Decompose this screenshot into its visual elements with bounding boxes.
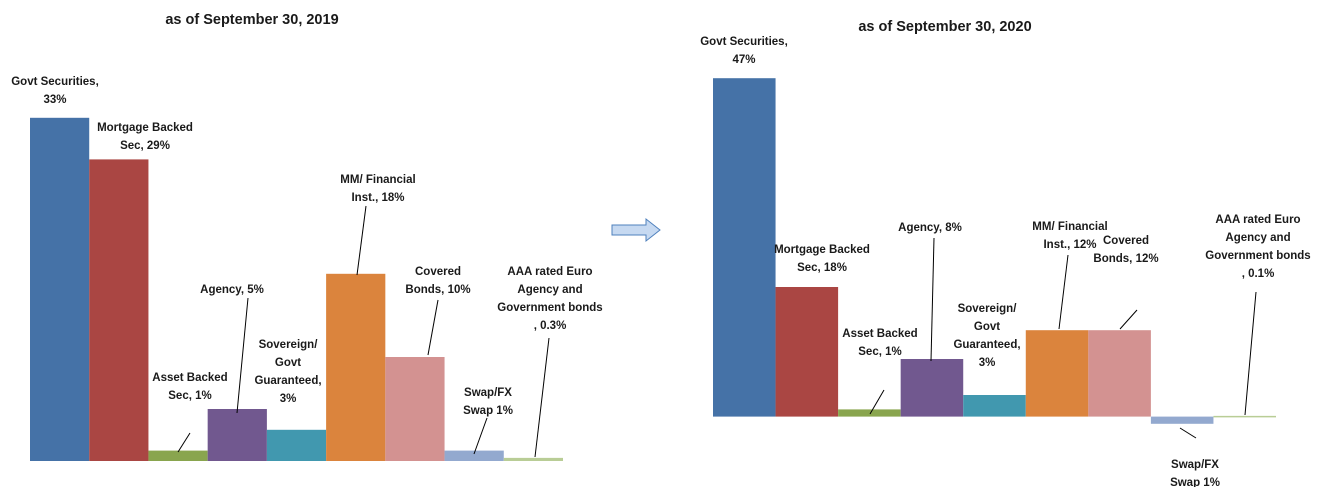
data-label: Bonds, 12% xyxy=(1093,253,1158,265)
leader-line xyxy=(869,389,885,415)
bar xyxy=(503,457,563,461)
data-label: 47% xyxy=(732,54,755,66)
leader-line xyxy=(930,237,935,362)
data-label: Mortgage Backed xyxy=(97,122,193,134)
chart-title: as of September 30, 2019 xyxy=(165,12,338,28)
bar xyxy=(775,287,839,417)
leader-line xyxy=(427,299,439,356)
data-label: Government bonds xyxy=(1205,250,1310,262)
data-label: Sovereign/ xyxy=(259,339,319,351)
data-label: Agency, 5% xyxy=(200,284,264,296)
data-label: Inst., 18% xyxy=(351,192,404,204)
data-label: Covered xyxy=(415,266,461,278)
bar xyxy=(963,395,1026,417)
leader-line xyxy=(177,432,191,453)
bar xyxy=(444,450,504,461)
data-label: MM/ Financial xyxy=(1032,221,1107,233)
bar xyxy=(326,273,386,461)
leader-line xyxy=(473,417,488,455)
data-label: Sec, 1% xyxy=(858,346,901,358)
data-label: 33% xyxy=(43,94,66,106)
data-label: Govt Securities, xyxy=(700,36,788,48)
bar xyxy=(266,429,327,461)
leader-line xyxy=(1244,291,1257,416)
bar xyxy=(838,409,901,417)
data-label: MM/ Financial xyxy=(340,174,415,186)
leader-line xyxy=(236,297,249,414)
leader-line xyxy=(356,205,367,276)
bar xyxy=(900,359,964,417)
data-label: Asset Backed xyxy=(152,372,227,384)
leader-line xyxy=(534,337,550,458)
data-label: Sec, 29% xyxy=(120,140,170,152)
bar xyxy=(1213,415,1276,418)
data-label: Sec, 1% xyxy=(168,390,211,402)
data-label: AAA rated Euro xyxy=(1215,214,1300,226)
chart-title: as of September 30, 2020 xyxy=(858,19,1031,35)
bar xyxy=(207,409,267,461)
leader-line xyxy=(1119,309,1138,330)
bar xyxy=(30,117,90,462)
arrow xyxy=(611,217,661,243)
data-label: 3% xyxy=(280,393,297,405)
data-label: Swap 1% xyxy=(1170,477,1220,487)
data-label: Guaranteed, xyxy=(254,375,321,387)
data-label: 3% xyxy=(979,357,996,369)
data-label: Government bonds xyxy=(497,302,602,314)
data-label: Bonds, 10% xyxy=(405,284,470,296)
data-label: Inst., 12% xyxy=(1043,239,1096,251)
bar xyxy=(148,450,208,461)
bar xyxy=(1088,330,1151,417)
data-label: Govt xyxy=(275,357,301,369)
data-label: Agency and xyxy=(1225,232,1290,244)
data-label: Covered xyxy=(1103,235,1149,247)
data-label: Agency and xyxy=(517,284,582,296)
bar xyxy=(89,159,149,461)
data-label: Swap 1% xyxy=(463,405,513,417)
data-label: Swap/FX xyxy=(1171,459,1219,471)
leader-line xyxy=(1058,254,1069,330)
bar xyxy=(713,78,776,417)
data-label: Govt xyxy=(974,321,1000,333)
bar xyxy=(1025,330,1089,417)
bar xyxy=(1150,416,1214,424)
data-label: Mortgage Backed xyxy=(774,244,870,256)
data-label: Sovereign/ xyxy=(958,303,1018,315)
data-label: Asset Backed xyxy=(842,328,917,340)
data-label: Agency, 8% xyxy=(898,222,962,234)
data-label: Govt Securities, xyxy=(11,76,99,88)
data-label: AAA rated Euro xyxy=(507,266,592,278)
bar xyxy=(385,357,445,461)
data-label: Swap/FX xyxy=(464,387,512,399)
data-label: Guaranteed, xyxy=(953,339,1020,351)
data-label: Sec, 18% xyxy=(797,262,847,274)
data-label: , 0.1% xyxy=(1242,268,1275,280)
data-label: , 0.3% xyxy=(534,320,567,332)
leader-line xyxy=(1179,427,1197,439)
